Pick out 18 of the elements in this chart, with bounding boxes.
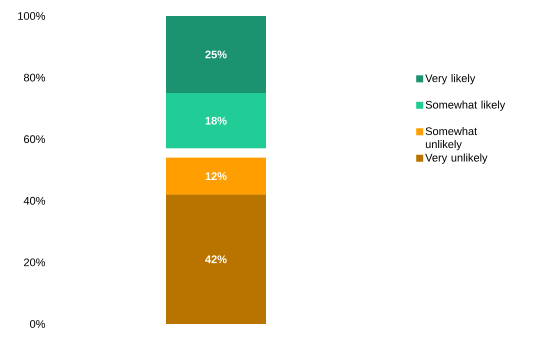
bar	[166, 158, 266, 195]
y-tick-label: 100%	[18, 12, 46, 20]
legend-label: Somewhat unlikely	[426, 127, 478, 150]
bar	[166, 92, 266, 148]
bar	[166, 194, 266, 324]
legend-label: Very likely	[425, 74, 476, 84]
legend-label: Somewhat likely	[426, 100, 506, 111]
y-tick-label: 60%	[24, 135, 46, 144]
data-label: 25%	[205, 50, 227, 58]
y-tick-label: 80%	[24, 74, 46, 82]
data-label: 12%	[206, 172, 227, 180]
data-label: 18%	[206, 116, 227, 125]
bar	[166, 16, 266, 93]
y-tick-label: 20%	[24, 258, 46, 266]
y-tick-label: 40%	[24, 196, 46, 205]
y-tick-label: 0%	[30, 320, 46, 328]
legend-label: Very unlikely	[425, 154, 488, 164]
data-label: 42%	[205, 255, 227, 264]
